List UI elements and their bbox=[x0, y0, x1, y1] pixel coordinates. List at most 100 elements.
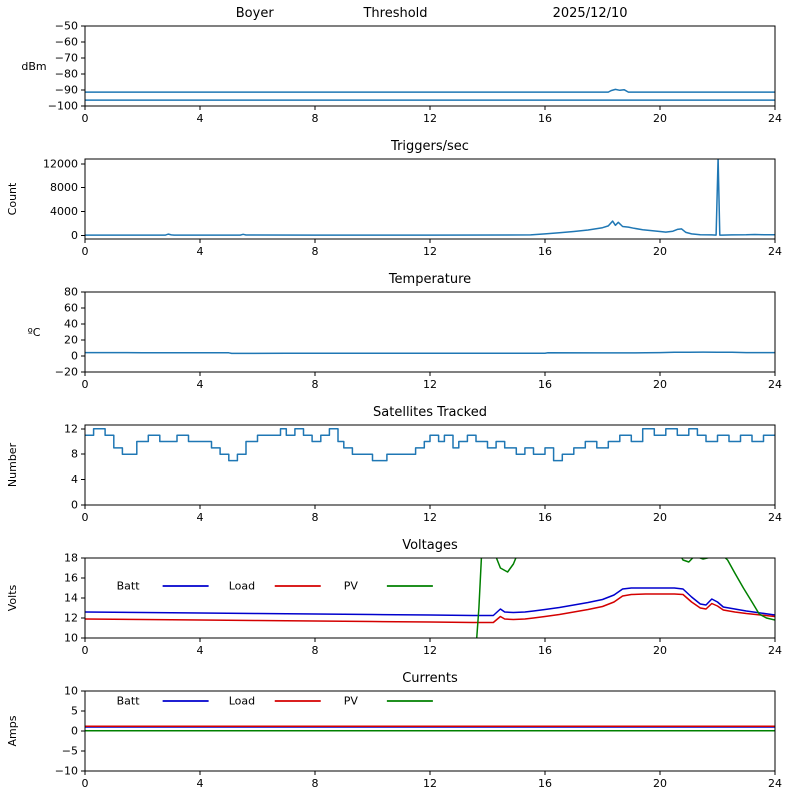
legend-label-load: Load bbox=[229, 695, 255, 708]
chart-title: Currents bbox=[402, 671, 458, 686]
y-tick-label: −80 bbox=[55, 68, 78, 81]
voltages-chart: Voltages 10 12 14 16 18 0 4 8 12 16 20 24 Volts Batt Lo… bbox=[6, 538, 782, 657]
x-tick-label: 4 bbox=[197, 777, 204, 790]
x-tick-label: 12 bbox=[423, 378, 437, 391]
series-pv-volts bbox=[475, 558, 775, 638]
series-triggers bbox=[85, 159, 775, 236]
x-tick-label: 20 bbox=[653, 112, 667, 125]
y-tick-label: 0 bbox=[71, 725, 78, 738]
x-tick-label: 0 bbox=[82, 112, 89, 125]
x-tick-label: 24 bbox=[768, 511, 782, 524]
y-tick-label: 12 bbox=[64, 612, 78, 625]
x-tick-label: 16 bbox=[538, 112, 552, 125]
series-temperature bbox=[85, 351, 775, 355]
x-tick-label: 4 bbox=[197, 644, 204, 657]
y-tick-label: 10 bbox=[64, 632, 78, 645]
triggers-chart: Triggers/sec 0 4000 8000 12000 0 4 8 12 16 20 24 Cou… bbox=[6, 139, 782, 258]
x-tick-label: 16 bbox=[538, 245, 552, 258]
y-tick-label: 4000 bbox=[50, 205, 78, 218]
x-tick-label: 16 bbox=[538, 644, 552, 657]
y-axis-label: Number bbox=[6, 442, 19, 487]
x-tick-label: 0 bbox=[82, 245, 89, 258]
x-tick-label: 20 bbox=[653, 511, 667, 524]
x-tick-label: 20 bbox=[653, 644, 667, 657]
y-tick-label: −5 bbox=[62, 745, 78, 758]
chart-triggers: Triggers/sec 0 4000 8000 12000 0 4 8 12 16 20 24 Cou… bbox=[0, 133, 800, 266]
x-tick-label: 20 bbox=[653, 378, 667, 391]
x-tick-label: 24 bbox=[768, 378, 782, 391]
chart-temperature: Temperature −20 0 20 40 60 80 0 4 8 12 16 20 24 ºC bbox=[0, 266, 800, 399]
x-tick-label: 8 bbox=[312, 644, 319, 657]
series-batt-volts bbox=[85, 587, 775, 617]
x-tick-label: 24 bbox=[768, 112, 782, 125]
x-tick-label: 8 bbox=[312, 511, 319, 524]
y-tick-label: 80 bbox=[64, 286, 78, 299]
chart-title: 2025/12/10 bbox=[553, 6, 628, 21]
x-tick-label: 8 bbox=[312, 245, 319, 258]
x-tick-label: 12 bbox=[423, 777, 437, 790]
y-tick-label: 8000 bbox=[50, 181, 78, 194]
chart-voltages: Voltages 10 12 14 16 18 0 4 8 12 16 20 24 Volts Batt Lo… bbox=[0, 532, 800, 665]
y-tick-label: 14 bbox=[64, 592, 78, 605]
x-tick-label: 0 bbox=[82, 511, 89, 524]
plot-border bbox=[84, 25, 776, 107]
legend-label-load: Load bbox=[229, 580, 255, 593]
y-axis-label: dBm bbox=[21, 60, 46, 73]
y-tick-label: 12000 bbox=[43, 157, 78, 170]
legend-label-batt: Batt bbox=[117, 695, 141, 708]
chart-title: Temperature bbox=[388, 272, 471, 287]
chart-title: Boyer bbox=[236, 6, 275, 21]
y-axis-label: Amps bbox=[6, 715, 19, 746]
chart-title: Satellites Tracked bbox=[373, 405, 487, 420]
x-tick-label: 12 bbox=[423, 245, 437, 258]
y-axis-label: Count bbox=[6, 182, 19, 215]
threshold-chart: Boyer Threshold 2025/12/10 −50 −60 −70 −80 −90 −… bbox=[21, 6, 782, 125]
chart-satellites: Satellites Tracked 0 4 8 12 0 4 8 12 16 20 24 Number bbox=[0, 399, 800, 532]
y-tick-label: −50 bbox=[55, 20, 78, 33]
chart-title: Threshold bbox=[362, 6, 427, 21]
y-tick-label: −90 bbox=[55, 84, 78, 97]
x-tick-label: 12 bbox=[423, 511, 437, 524]
y-tick-label: −10 bbox=[55, 765, 78, 778]
x-tick-label: 12 bbox=[423, 112, 437, 125]
x-tick-label: 8 bbox=[312, 777, 319, 790]
x-tick-label: 0 bbox=[82, 644, 89, 657]
x-tick-label: 4 bbox=[197, 112, 204, 125]
y-tick-label: 8 bbox=[71, 448, 78, 461]
y-tick-label: 60 bbox=[64, 302, 78, 315]
x-tick-label: 20 bbox=[653, 245, 667, 258]
y-tick-label: 0 bbox=[71, 350, 78, 363]
x-tick-label: 8 bbox=[312, 112, 319, 125]
chart-title: Voltages bbox=[402, 538, 458, 553]
x-tick-label: 12 bbox=[423, 644, 437, 657]
plot-border bbox=[84, 158, 776, 240]
y-tick-label: 20 bbox=[64, 334, 78, 347]
y-tick-label: 0 bbox=[71, 229, 78, 242]
x-tick-label: 16 bbox=[538, 777, 552, 790]
plot-border bbox=[84, 557, 776, 639]
y-tick-label: 40 bbox=[64, 318, 78, 331]
y-tick-label: −70 bbox=[55, 52, 78, 65]
x-tick-label: 24 bbox=[768, 777, 782, 790]
currents-chart: Currents −10 −5 0 5 10 0 4 8 12 16 20 24 Amps Batt Load… bbox=[6, 671, 782, 790]
y-tick-label: 5 bbox=[71, 705, 78, 718]
x-tick-label: 4 bbox=[197, 511, 204, 524]
x-tick-label: 8 bbox=[312, 378, 319, 391]
plot-border bbox=[84, 424, 776, 506]
x-tick-label: 24 bbox=[768, 644, 782, 657]
y-tick-label: 16 bbox=[64, 572, 78, 585]
x-tick-label: 0 bbox=[82, 777, 89, 790]
satellites-chart: Satellites Tracked 0 4 8 12 0 4 8 12 16 20 24 Number bbox=[6, 405, 782, 524]
y-axis-label: Volts bbox=[6, 584, 19, 611]
series-load-volts bbox=[85, 593, 775, 624]
y-tick-label: 12 bbox=[64, 422, 78, 435]
plot-border bbox=[84, 690, 776, 772]
y-tick-label: 0 bbox=[71, 499, 78, 512]
x-tick-label: 20 bbox=[653, 777, 667, 790]
legend-label-pv: PV bbox=[344, 695, 359, 708]
series-threshold-upper bbox=[85, 88, 775, 93]
chart-title: Triggers/sec bbox=[390, 139, 469, 154]
y-tick-label: 18 bbox=[64, 552, 78, 565]
chart-threshold: Boyer Threshold 2025/12/10 −50 −60 −70 −80 −90 −… bbox=[0, 0, 800, 133]
